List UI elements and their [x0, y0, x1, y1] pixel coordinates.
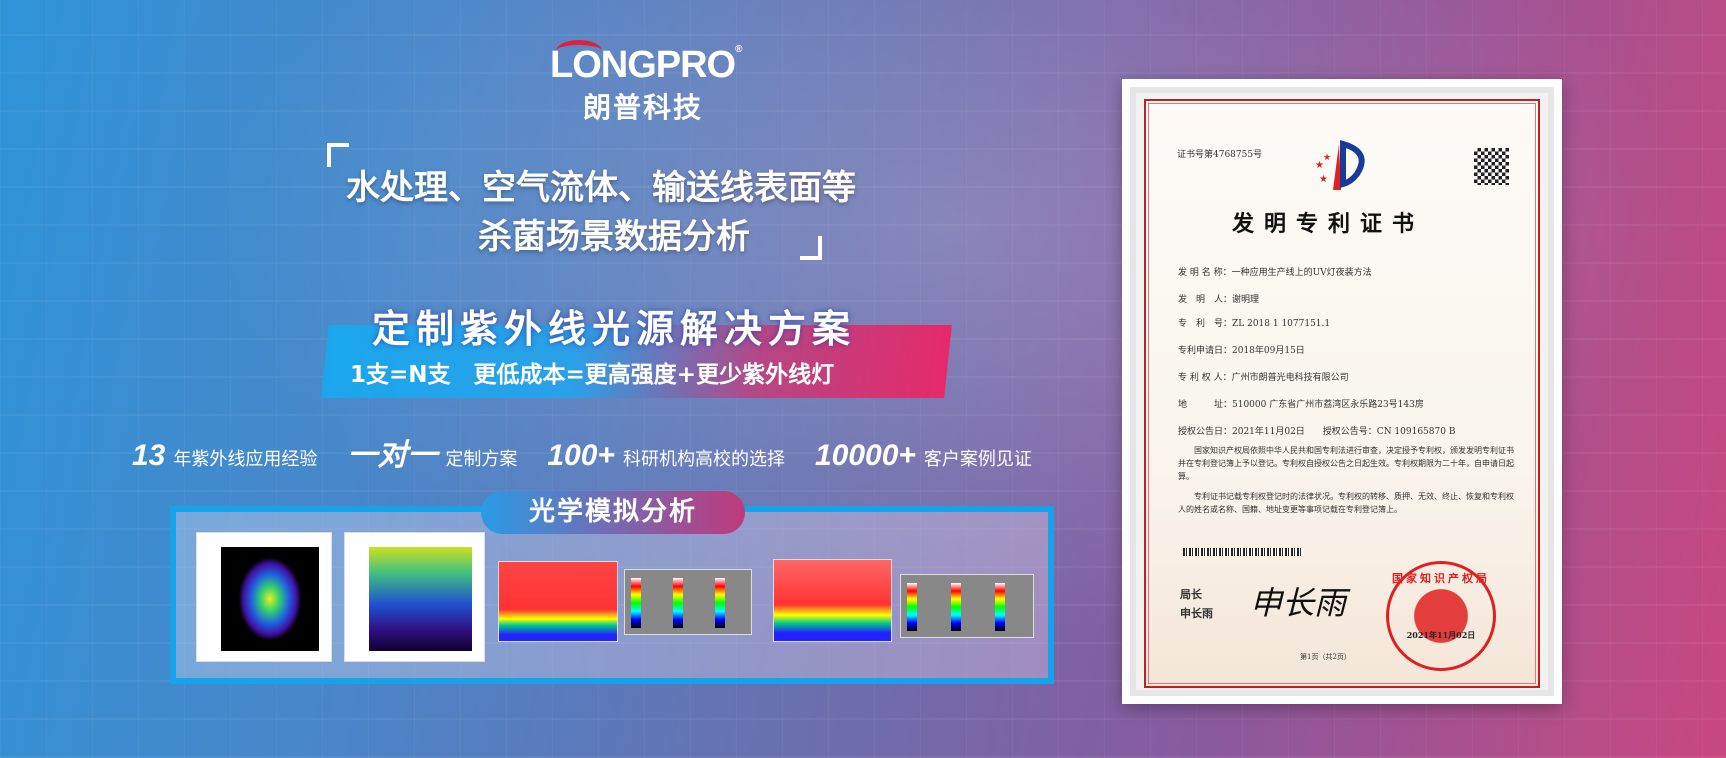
close-bracket [800, 236, 822, 260]
simulation-plot-1 [196, 532, 332, 662]
certificate-field: 专 利 号：ZL 2018 1 1077151.1 [1178, 319, 1331, 329]
brand-name-cn: 朗普科技 [583, 91, 704, 124]
seal-text: 国家知识产权局 [1392, 572, 1490, 585]
logo-swoosh [556, 40, 602, 62]
certificate-field: 专 利 权 人：广州市朗普光电科技有限公司 [1178, 373, 1349, 383]
certificate-paragraph: 专利证书记载专利权登记时的法律状况。专利权的转移、质押、无效、终止、恢复和专利权… [1178, 492, 1514, 514]
barcode [1183, 548, 1303, 556]
seal-date: 2021年11月02日 [1406, 630, 1476, 640]
certificate-field: 地 址：510000 广东省广州市荔湾区永乐路23号143房 [1178, 400, 1424, 410]
stat-value: 100+ [547, 439, 615, 472]
banner-title: 定制紫外线光源解决方案 [372, 307, 857, 351]
banner-subtitle: 1支=N支 更低成本=更高强度+更少紫外线灯 [350, 362, 835, 388]
svg-text:★: ★ [1315, 160, 1324, 171]
page-number: 第1页（共2页） [1300, 653, 1351, 661]
stat-label: 定制方案 [445, 449, 518, 470]
headline-line2: 杀菌场景数据分析 [478, 217, 750, 257]
simulation-plot-2 [344, 532, 485, 662]
signature: 申长雨 [1250, 584, 1347, 622]
qr-code [1474, 148, 1509, 185]
open-bracket [327, 143, 349, 167]
official-seal: 国家知识产权局 2021年11月02日 [1386, 561, 1496, 671]
stat-value: 10000+ [814, 439, 916, 472]
stat-label: 年紫外线应用经验 [173, 449, 318, 470]
stat-label: 科研机构高校的选择 [622, 449, 785, 470]
certificate-field: 发 明 名 称：一种应用生产线上的UV灯夜装方法 [1178, 268, 1372, 278]
certificate-number: 证书号第4768755号 [1177, 150, 1263, 160]
certificate-title: 发明专利证书 [1232, 211, 1425, 237]
certificate-field: 专利申请日：2018年09月15日 [1178, 346, 1305, 356]
svg-text:★: ★ [1319, 174, 1328, 185]
certificate-paragraph: 国家知识产权局依照中华人民共和国专利法进行审查，决定授予专利权，颁发发明专利证书… [1178, 446, 1514, 481]
signer-name: 申长雨 [1180, 607, 1213, 620]
stat-value: 一对一 [347, 439, 438, 472]
irradiance-map-2 [773, 559, 892, 642]
signer-title: 局长 [1180, 588, 1202, 601]
certificate-field: 授权公告日：2021年11月02日 授权公告号：CN 109165870 B [1178, 427, 1456, 437]
headline-line1: 水处理、空气流体、输送线表面等 [346, 168, 856, 208]
brand-logo: LONGPRO® [550, 44, 743, 86]
color-scale-legend-2 [900, 574, 1034, 638]
svg-text:★: ★ [1323, 153, 1331, 163]
stats-row: 13 年紫外线应用经验 一对一 定制方案 100+ 科研机构高校的选择 10000+ 客… [132, 430, 1054, 474]
color-scale-legend-1 [624, 569, 752, 635]
irradiance-map-1 [498, 561, 618, 642]
optical-simulation-tab: 光学模拟分析 [481, 491, 745, 534]
stat-value: 13 [132, 439, 166, 472]
cnipa-logo-icon: ★★★ [1315, 140, 1365, 190]
certificate-field: 发 明 人：谢明理 [1178, 295, 1260, 305]
stat-label: 客户案例见证 [923, 449, 1032, 470]
